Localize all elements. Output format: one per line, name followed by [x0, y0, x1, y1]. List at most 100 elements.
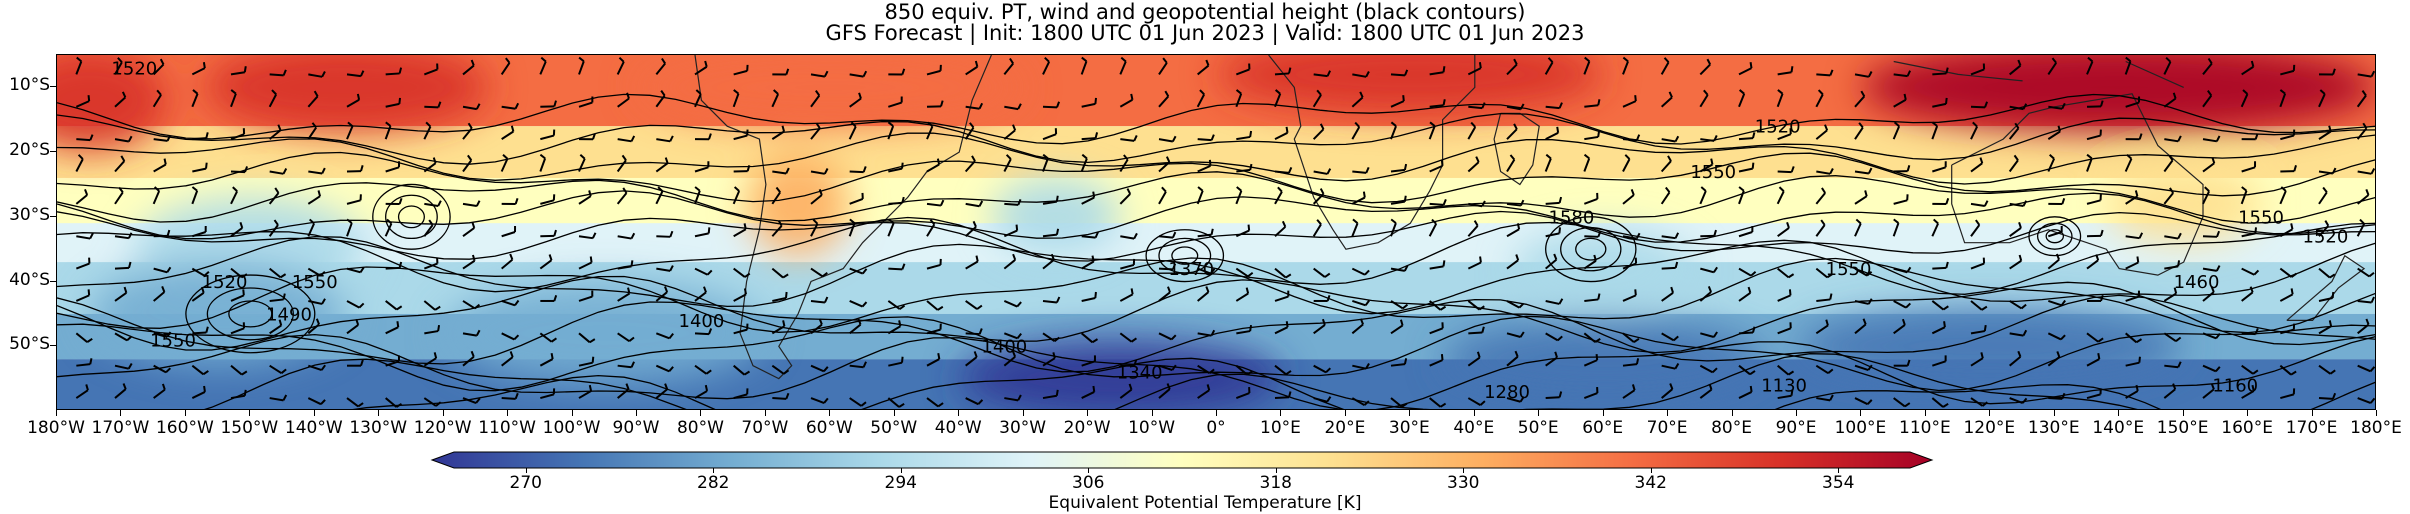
wind-barb — [1274, 89, 1282, 108]
wind-barb — [75, 95, 91, 108]
wind-barb — [926, 64, 942, 76]
wind-barb — [1428, 121, 1436, 140]
wind-barb — [616, 154, 627, 173]
wind-barb — [539, 153, 547, 172]
wind-barb — [1429, 99, 1446, 108]
wind-barb — [1661, 363, 1680, 370]
wind-barb — [810, 296, 829, 304]
wind-barb — [1003, 332, 1022, 340]
longitude-tick — [1344, 410, 1346, 416]
wind-barb — [385, 355, 400, 367]
contour-label: 1550 — [150, 330, 196, 351]
wind-barb — [1661, 383, 1674, 399]
wind-barb — [1506, 223, 1521, 238]
wind-barb — [423, 157, 437, 173]
wind-barb — [1468, 326, 1485, 335]
wind-barb — [1700, 229, 1717, 238]
wind-barb — [965, 200, 984, 208]
wind-barb — [462, 200, 481, 208]
wind-barb — [965, 102, 984, 110]
wind-barb — [2086, 229, 2104, 238]
wind-barb — [1467, 121, 1477, 140]
wind-barb — [269, 124, 282, 140]
wind-barb — [1158, 135, 1177, 143]
wind-barb — [1699, 383, 1713, 399]
wind-barb — [617, 92, 630, 108]
wind-barb — [1274, 321, 1289, 335]
wind-barb — [849, 267, 868, 275]
wind-barb — [1042, 56, 1051, 75]
wind-barb — [540, 194, 556, 205]
wind-barb — [153, 383, 166, 399]
longitude-tick-label: 40°W — [934, 418, 982, 438]
wind-barb — [2164, 260, 2181, 270]
wind-barb — [1699, 89, 1709, 108]
wind-barb — [1854, 298, 1873, 305]
wind-barb — [1699, 364, 1718, 374]
wind-barb — [733, 267, 751, 278]
wind-barb — [1313, 294, 1331, 302]
longitude-tick-label: 20°E — [1324, 418, 1366, 438]
wind-barb — [1699, 286, 1712, 302]
wind-barb — [2164, 232, 2182, 240]
wind-barb — [1970, 352, 1984, 367]
wind-barb — [1197, 329, 1216, 337]
wind-barb — [1003, 124, 1017, 140]
wind-barb — [423, 300, 441, 311]
wind-barb — [1545, 126, 1560, 141]
colorbar-tick — [1463, 468, 1465, 473]
wind-barb — [1506, 154, 1516, 173]
wind-barb — [1584, 130, 1601, 141]
geopotential-height-contours — [57, 93, 2375, 409]
wind-barb — [462, 397, 481, 404]
colorbar-tick — [1088, 468, 1090, 473]
wind-barb — [1429, 159, 1444, 173]
wind-barb — [2048, 102, 2066, 110]
wind-barb — [655, 90, 666, 108]
wind-barb — [1197, 384, 1211, 399]
wind-barb — [1777, 364, 1795, 376]
wind-barb — [308, 298, 326, 305]
longitude-tick — [1989, 410, 1991, 416]
longitude-tick — [1022, 410, 1024, 416]
wind-barb — [1081, 231, 1099, 239]
wind-barb — [965, 300, 983, 310]
wind-barb — [1429, 397, 1447, 408]
wind-barb — [1622, 134, 1641, 142]
wind-barb — [1777, 66, 1794, 76]
wind-barb — [1970, 219, 1981, 237]
wind-barb — [616, 56, 625, 75]
wind-barb — [2357, 397, 2375, 404]
wind-barb — [2240, 89, 2249, 108]
wind-barb — [1119, 332, 1138, 343]
wind-barb — [1081, 332, 1099, 344]
longitude-tick-label: 70°E — [1646, 418, 1688, 438]
wind-barb — [1390, 218, 1397, 237]
wind-barb — [2357, 296, 2375, 304]
wind-barb — [269, 364, 287, 375]
wind-barb — [1738, 89, 1746, 108]
wind-barb — [1893, 300, 1912, 309]
wind-barb — [2008, 154, 2019, 173]
wind-barb — [1545, 298, 1564, 305]
wind-barb — [1815, 219, 1826, 237]
wind-barb — [1854, 364, 1873, 372]
longitude-tick — [2311, 410, 2313, 416]
wind-barb — [539, 352, 554, 367]
wind-barb — [2280, 388, 2296, 400]
wind-barb — [2241, 364, 2259, 375]
wind-barb — [268, 187, 280, 205]
colorbar-label: Equivalent Potential Temperature [K] — [1048, 493, 1362, 513]
wind-barb — [501, 102, 520, 110]
wind-barb — [1893, 93, 1907, 108]
wind-barb — [1429, 300, 1447, 311]
wind-barb — [2009, 329, 2028, 337]
coastlines — [694, 55, 2366, 380]
longitude-tick-label: 170°W — [91, 418, 150, 438]
wind-barb — [849, 70, 868, 78]
wind-barb — [1081, 291, 1097, 302]
longitude-tick — [636, 410, 637, 416]
wind-barb — [656, 265, 674, 272]
wind-barb — [1235, 387, 1251, 399]
longitude-tick — [313, 410, 315, 416]
